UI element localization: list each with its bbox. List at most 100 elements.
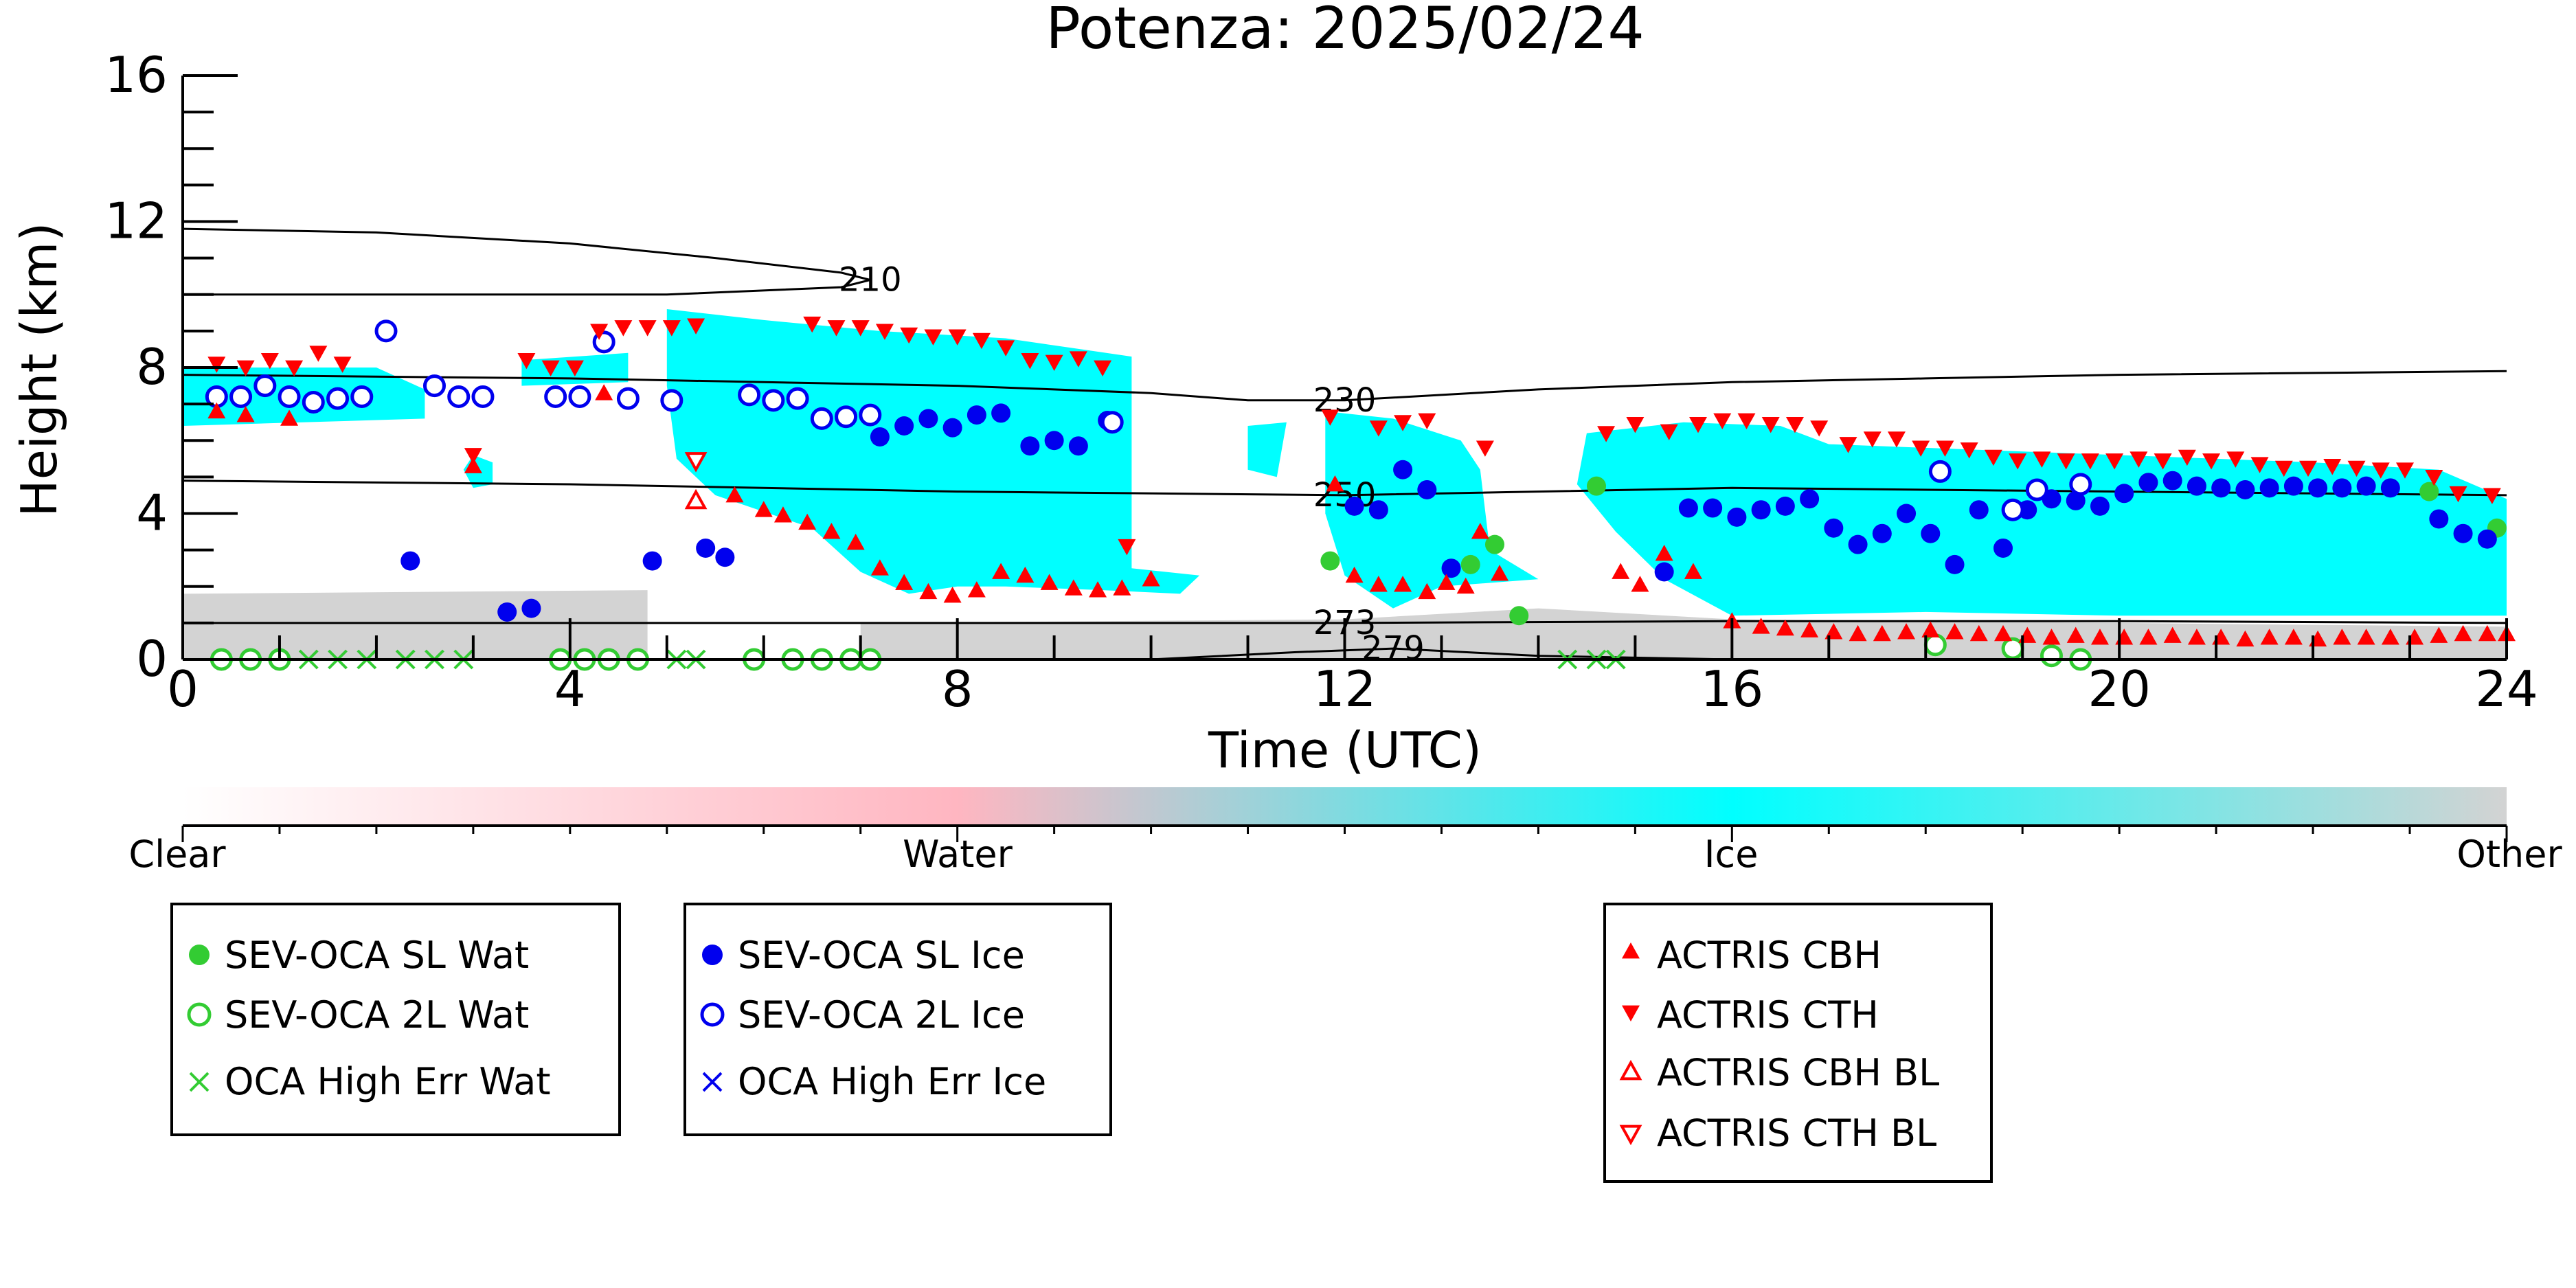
point-sev-oca-2l-ice xyxy=(2069,473,2092,496)
point-actris-cbh xyxy=(2284,629,2303,645)
point-sev-oca-sl-ice xyxy=(1751,500,1771,520)
point-actris-cth xyxy=(2371,462,2390,479)
point-actris-cth xyxy=(1887,431,1906,448)
x-tick-label: 24 xyxy=(2475,660,2538,718)
point-sev-oca-sl-ice xyxy=(2308,478,2328,498)
point-actris-cth xyxy=(2081,453,2099,470)
point-actris-cbh-bl xyxy=(684,488,708,510)
point-actris-cth xyxy=(309,346,328,362)
point-actris-cth xyxy=(207,357,226,373)
point-actris-cbh xyxy=(2042,629,2061,645)
legend-box-ice xyxy=(683,903,1112,1136)
point-actris-cth xyxy=(2129,451,2148,468)
point-sev-oca-sl-ice xyxy=(642,551,662,571)
colorbar-label-other: Other xyxy=(2456,833,2562,876)
point-actris-cbh xyxy=(1345,566,1364,583)
point-actris-cth xyxy=(260,352,279,370)
point-sev-oca-sl-wat xyxy=(2419,482,2439,501)
contour-210 xyxy=(182,227,871,296)
point-actris-cbh xyxy=(464,457,482,473)
point-actris-cth xyxy=(1369,420,1388,437)
point-sev-oca-sl-ice xyxy=(1921,523,1941,543)
point-sev-oca-2l-wat xyxy=(2040,644,2063,668)
series-sev-oca-sl-wat xyxy=(1320,473,2507,626)
point-sev-oca-2l-ice xyxy=(1100,411,1124,434)
point-actris-cbh xyxy=(2357,629,2375,645)
x-tick-label: 20 xyxy=(2088,660,2151,718)
point-sev-oca-2l-ice xyxy=(616,387,640,410)
point-actris-cbh xyxy=(1491,565,1509,581)
point-sev-oca-sl-ice xyxy=(1368,500,1388,520)
point-actris-cbh xyxy=(1142,570,1160,587)
point-sev-oca-sl-wat xyxy=(1586,476,1606,496)
point-sev-oca-sl-ice xyxy=(991,403,1011,423)
point-actris-cbh xyxy=(846,534,865,550)
cloud-mask-layer xyxy=(183,309,2507,659)
contour-label-210: 210 xyxy=(839,261,902,300)
point-sev-oca-sl-ice xyxy=(1044,431,1064,451)
point-sev-oca-sl-ice xyxy=(2477,529,2497,549)
point-actris-cth-bl xyxy=(684,452,708,473)
cloud-region-ice xyxy=(666,309,1200,594)
colorbar-gradient xyxy=(183,787,2507,826)
point-sev-oca-2l-ice xyxy=(422,374,446,398)
point-actris-cth xyxy=(875,324,894,340)
point-sev-oca-sl-ice xyxy=(1945,554,1965,574)
point-actris-cbh xyxy=(2066,626,2085,643)
y-tick-label: 16 xyxy=(104,46,168,104)
legend-marker-actris-cth xyxy=(1622,1005,1640,1021)
point-sev-oca-sl-ice xyxy=(1993,538,2013,558)
point-sev-oca-sl-ice xyxy=(1727,507,1747,527)
colorbar-label-ice: Ice xyxy=(1704,833,1759,876)
point-sev-oca-2l-ice xyxy=(302,390,325,414)
point-sev-oca-2l-ice xyxy=(2001,498,2024,521)
point-actris-cth xyxy=(1960,442,1978,459)
point-actris-cth xyxy=(1476,440,1494,457)
point-actris-cbh xyxy=(1437,574,1456,590)
x-tick-label: 12 xyxy=(1313,660,1377,718)
legend-label-actris-cth: ACTRIS CTH xyxy=(1657,993,1879,1037)
point-actris-cth xyxy=(1094,360,1112,376)
point-sev-oca-2l-ice xyxy=(544,385,567,408)
point-actris-cbh xyxy=(1873,624,1891,642)
point-sev-oca-sl-ice xyxy=(1703,498,1723,518)
point-actris-cth xyxy=(662,320,681,337)
point-sev-oca-sl-ice xyxy=(1824,518,1844,538)
x-tick-label: 0 xyxy=(167,660,199,718)
point-actris-cbh xyxy=(2478,624,2496,642)
point-actris-cth xyxy=(2395,462,2414,479)
series-sev-oca-sl-ice xyxy=(400,403,2497,622)
point-sev-oca-2l-ice xyxy=(859,403,882,427)
point-sev-oca-2l-wat xyxy=(1923,633,1947,657)
point-actris-cbh xyxy=(1897,623,1916,640)
point-actris-cbh xyxy=(1326,475,1344,492)
point-actris-cbh xyxy=(773,506,792,523)
point-actris-cbh xyxy=(992,563,1010,579)
point-sev-oca-sl-wat xyxy=(1484,534,1504,554)
series-actris-cbh xyxy=(207,384,2516,647)
point-actris-cth xyxy=(2483,488,2501,504)
point-actris-cbh xyxy=(1969,624,1988,642)
point-actris-cbh xyxy=(2139,629,2158,645)
point-actris-cbh xyxy=(1655,544,1673,561)
point-actris-cbh xyxy=(1776,619,1794,636)
point-actris-cth xyxy=(2323,459,2342,475)
point-actris-cbh xyxy=(1471,523,1489,539)
point-actris-cth xyxy=(2226,451,2245,468)
point-actris-cth xyxy=(851,320,870,337)
legend-label-sev-oca-sl-ice: SEV-OCA SL Ice xyxy=(738,934,1025,977)
point-actris-cbh xyxy=(919,583,938,600)
point-sev-oca-2l-ice xyxy=(762,389,785,412)
legend-label-actris-cbh: ACTRIS CBH xyxy=(1657,934,1882,977)
point-sev-oca-sl-ice xyxy=(497,602,517,622)
point-actris-cth xyxy=(1418,413,1436,430)
point-sev-oca-2l-ice xyxy=(278,385,301,408)
legend-label-sev-oca-sl-wat: SEV-OCA SL Wat xyxy=(225,934,529,977)
point-actris-cth xyxy=(2299,460,2318,477)
point-sev-oca-sl-ice xyxy=(967,405,986,425)
x-tick-label: 16 xyxy=(1701,660,1764,718)
series-actris-cbh-bl xyxy=(684,488,708,510)
series-actris-cth xyxy=(207,316,2501,556)
point-actris-cth xyxy=(1912,440,1930,457)
point-actris-cbh xyxy=(1064,579,1083,596)
